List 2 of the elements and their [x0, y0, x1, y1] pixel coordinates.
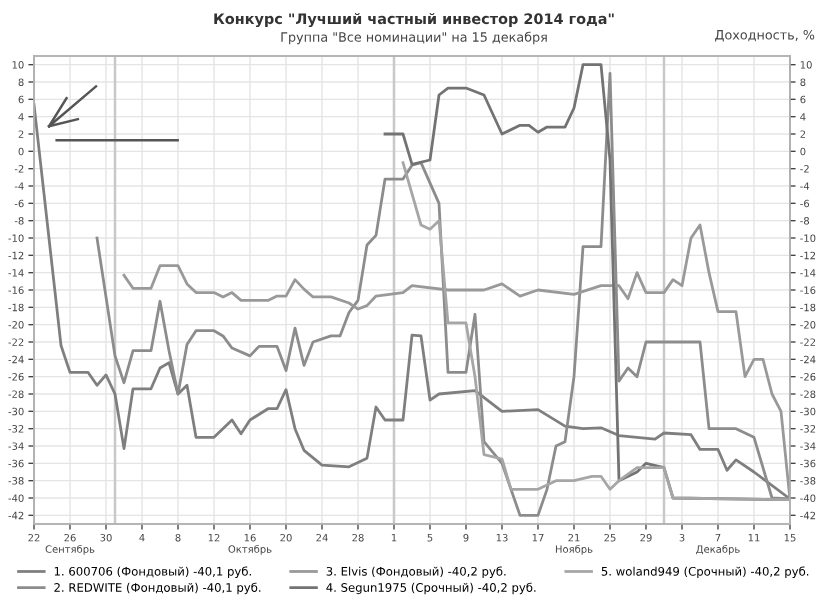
line-series [95, 71, 790, 517]
line-series [122, 223, 790, 502]
